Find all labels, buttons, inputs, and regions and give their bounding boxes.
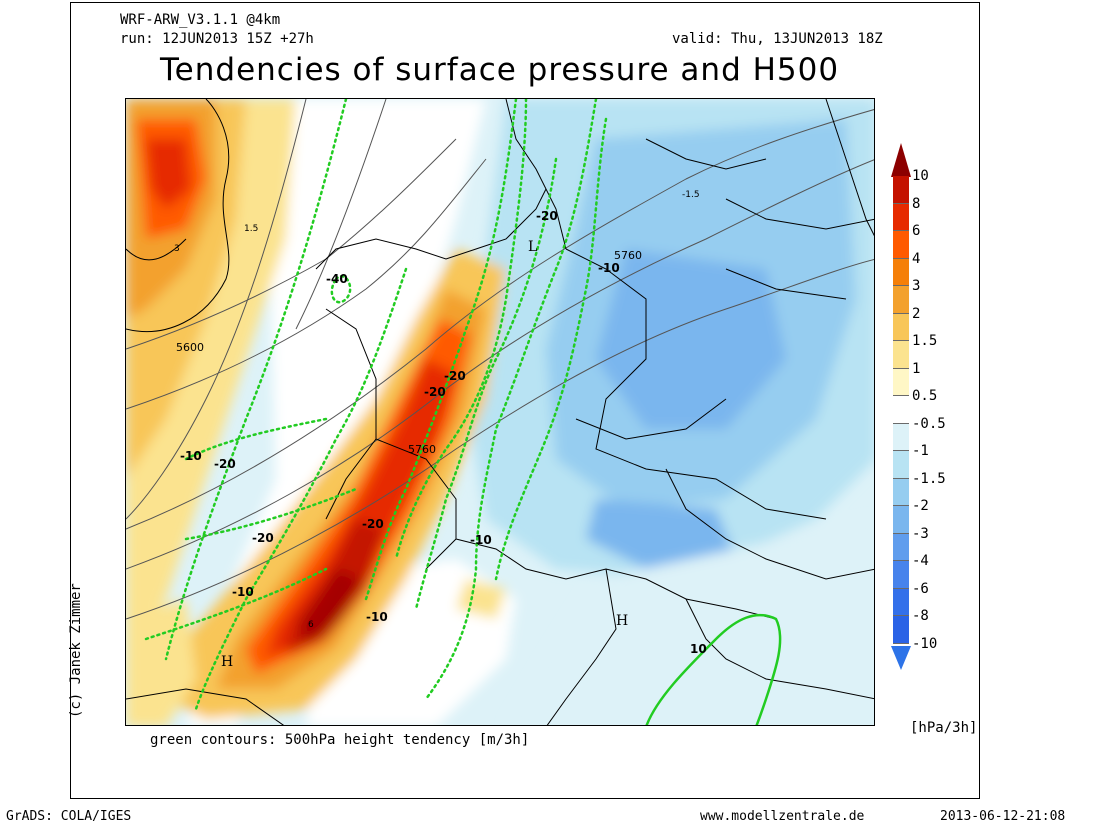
footer-left: GrADS: COLA/IGES [6,809,132,824]
colorbar-label: 10 [912,168,929,184]
high-center: H [616,613,628,629]
caption: green contours: 500hPa height tendency [… [150,732,530,748]
green-label: -10 [598,261,620,275]
colorbar-label: -3 [912,525,929,542]
colorbar-segment [893,451,909,479]
colorbar-segment [893,313,909,341]
green-positive-contour [645,613,782,725]
colorbar-segment [893,616,909,644]
height-contours [126,99,874,620]
green-label: -10 [232,585,254,599]
isobar-label: 5600 [176,341,204,354]
colorbar-segment [893,423,909,451]
green-labels: -40 -20 -20 -20 -20 -20 -20 -10 -10 -10 … [180,209,707,656]
plot-frame [70,2,980,799]
green-label: -20 [362,517,384,531]
colorbar-label: -2 [912,498,929,514]
run-label: run: 12JUN2013 15Z +27h [120,31,314,47]
field-label: 6 [308,620,314,630]
colorbar-label: -1 [912,443,929,459]
colorbar-label: -4 [912,553,929,569]
colorbar-segment [893,588,909,616]
green-label: -20 [252,531,274,545]
colorbar-segment [893,396,909,424]
green-label: -20 [424,385,446,399]
colorbar-segment [893,561,909,589]
colorbar-segment [893,258,909,286]
isobar-label: 5760 [614,249,642,262]
colorbar-label: 0.5 [912,388,938,404]
credit-label: (c) Janek Zimmer [68,583,84,718]
colorbar-segment [893,231,909,259]
colorbar-label: -8 [912,608,929,624]
colorbar-label: 6 [912,223,921,239]
colorbar-segment [893,368,909,396]
pressure-tendency-map: 5600 5760 5760 -40 -20 -20 -20 -20 -20 -… [125,98,875,726]
green-label: -40 [326,272,348,286]
colorbar-segment [893,176,909,204]
green-label: -20 [536,209,558,223]
colorbar-label: 8 [912,195,921,212]
colorbar-segment [893,506,909,534]
colorbar-top-arrow [891,143,911,177]
tendency-field [126,99,874,725]
colorbar-label: -0.5 [912,415,946,432]
colorbar-segment [893,478,909,506]
green-label: 10 [690,642,707,656]
field-label: 1.5 [244,224,258,234]
colorbar-label: 1 [912,360,921,377]
colorbar-label: 4 [912,250,921,267]
colorbar-label: 1.5 [912,333,938,349]
valid-label: valid: Thu, 13JUN2013 18Z [672,31,883,47]
green-tendency-contours [144,99,608,711]
green-label: -10 [470,533,492,547]
footer-center: www.modellzentrale.de [700,809,865,824]
field-label: -1.5 [682,190,700,200]
colorbar-segment [893,286,909,314]
footer-right: 2013-06-12-21:08 [940,809,1066,824]
green-label: -10 [366,610,388,624]
model-label: WRF-ARW_V3.1.1 @4km [120,12,281,28]
colorbar-segment [893,533,909,561]
colorbar-unit: [hPa/3h] [910,720,978,736]
pressure-centers: H L H [221,239,628,670]
high-center: H [221,654,233,670]
low-center: L [528,239,537,255]
field-label: 3 [174,244,180,254]
colorbar-label: 2 [912,305,921,322]
colorbar-bottom-arrow [891,646,911,670]
coastlines-borders [126,99,874,725]
colorbar-label: -10 [912,635,938,652]
green-label: -20 [444,369,466,383]
colorbar-segment [893,203,909,231]
field-labels: 1.5 3 -1.5 6 [174,190,700,630]
isobar-labels: 5600 5760 5760 [176,249,642,456]
colorbar [893,176,909,644]
isobar-label: 5760 [408,443,436,456]
green-label: -20 [214,457,236,471]
chart-title: Tendencies of surface pressure and H500 [160,52,840,88]
colorbar-segment [893,341,909,369]
green-label: -10 [180,449,202,463]
colorbar-label: -1.5 [912,470,946,487]
colorbar-label: -6 [912,580,929,597]
colorbar-label: 3 [912,278,921,294]
